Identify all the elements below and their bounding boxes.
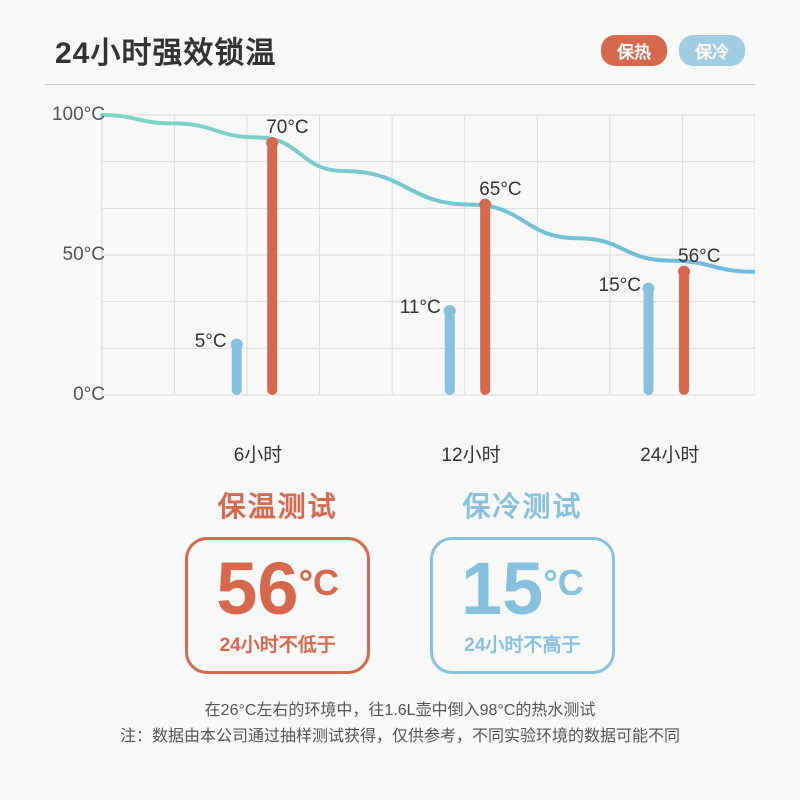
result-hot: 保温测试 56°C 24小时不低于 bbox=[185, 485, 370, 674]
result-hot-value: 56 bbox=[216, 547, 298, 630]
result-cold-sub: 24小时不高于 bbox=[461, 630, 584, 657]
data-point-label: 5°C bbox=[195, 331, 227, 353]
results-row: 保温测试 56°C 24小时不低于 保冷测试 15°C 24小时不高于 bbox=[0, 485, 800, 674]
data-point-label: 56°C bbox=[678, 246, 720, 268]
result-cold-title: 保冷测试 bbox=[430, 485, 615, 525]
result-hot-unit: °C bbox=[299, 562, 339, 603]
result-cold-value: 15 bbox=[461, 547, 543, 630]
footnote: 在26°C左右的环境中，往1.6L壶中倒入98°C的热水测试 注：数据由本公司通… bbox=[0, 698, 800, 749]
data-point-label: 70°C bbox=[266, 117, 308, 139]
footnote-line1: 在26°C左右的环境中，往1.6L壶中倒入98°C的热水测试 bbox=[0, 698, 800, 724]
result-hot-title: 保温测试 bbox=[185, 485, 370, 525]
divider bbox=[45, 84, 755, 85]
result-cold-box: 15°C 24小时不高于 bbox=[430, 537, 615, 674]
y-axis-label: 50°C bbox=[45, 244, 105, 266]
footnote-line2: 注：数据由本公司通过抽样测试获得，仅供参考，不同实验环境的数据可能不同 bbox=[0, 724, 800, 750]
page-title: 24小时强效锁温 bbox=[55, 28, 276, 72]
x-axis-label: 12小时 bbox=[441, 440, 500, 467]
x-axis-label: 6小时 bbox=[234, 440, 283, 467]
temperature-chart: 0°C50°C100°C6小时12小时24小时70°C65°C56°C5°C11… bbox=[45, 107, 755, 437]
chart-svg bbox=[45, 107, 755, 437]
data-point-label: 11°C bbox=[400, 297, 441, 319]
result-hot-box: 56°C 24小时不低于 bbox=[185, 537, 370, 674]
badge-hot: 保热 bbox=[601, 35, 667, 66]
data-point-label: 65°C bbox=[479, 179, 521, 201]
data-point-label: 15°C bbox=[599, 275, 641, 297]
result-cold-unit: °C bbox=[543, 562, 583, 603]
x-axis-label: 24小时 bbox=[640, 440, 699, 467]
result-hot-sub: 24小时不低于 bbox=[216, 630, 339, 657]
y-axis-label: 100°C bbox=[45, 104, 105, 126]
badge-group: 保热 保冷 bbox=[601, 35, 745, 66]
result-cold: 保冷测试 15°C 24小时不高于 bbox=[430, 485, 615, 674]
y-axis-label: 0°C bbox=[45, 384, 105, 406]
badge-cold: 保冷 bbox=[679, 35, 745, 66]
